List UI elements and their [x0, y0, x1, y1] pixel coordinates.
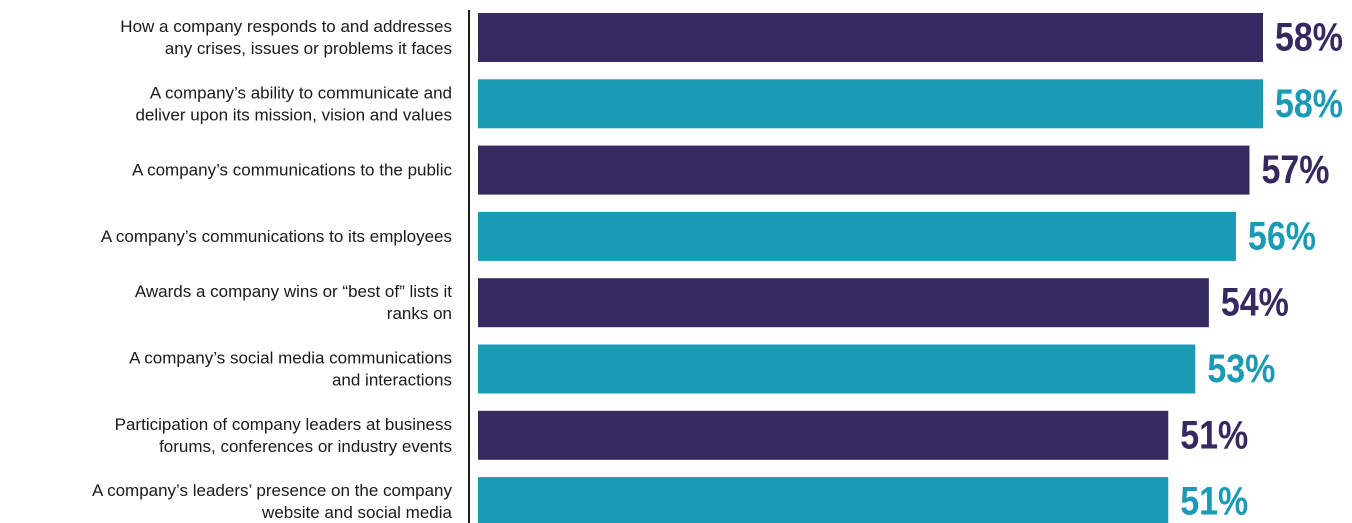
bar-7 — [478, 410, 1169, 460]
category-label-line: A company’s leaders’ presence on the com… — [92, 481, 453, 500]
category-label-line: Participation of company leaders at busi… — [115, 415, 452, 434]
value-labels: 58% 58% 57% 56% 54% 53% 51% 51% — [1180, 16, 1343, 523]
category-label-line: A company’s ability to communicate and — [150, 83, 452, 102]
category-label-2: A company’s ability to communicate and de… — [135, 83, 452, 124]
category-label-line: deliver upon its mission, vision and val… — [135, 105, 452, 124]
category-label-7: Participation of company leaders at busi… — [115, 415, 452, 456]
bar-6 — [478, 344, 1196, 394]
value-label-3: 57% — [1261, 148, 1329, 192]
value-label-7: 51% — [1180, 413, 1248, 457]
bar-4 — [478, 211, 1236, 261]
category-label-1: How a company responds to and addresses a… — [120, 17, 452, 58]
bars — [478, 13, 1263, 523]
bar-8 — [478, 477, 1169, 523]
category-label-4: A company’s communications to its employ… — [101, 227, 452, 246]
category-labels: How a company responds to and addresses a… — [92, 17, 453, 522]
category-label-3: A company’s communications to the public — [132, 161, 453, 180]
bar-3 — [478, 145, 1250, 195]
category-label-line: and interactions — [332, 371, 452, 390]
value-label-6: 53% — [1207, 347, 1275, 391]
bar-5 — [478, 278, 1209, 328]
category-label-8: A company’s leaders’ presence on the com… — [92, 481, 453, 522]
category-label-line: ranks on — [387, 304, 452, 323]
value-label-2: 58% — [1275, 82, 1343, 126]
category-label-line: A company’s social media communications — [129, 349, 452, 368]
category-label-line: A company’s communications to its employ… — [101, 227, 452, 246]
category-label-line: How a company responds to and addresses — [120, 17, 452, 36]
value-label-8: 51% — [1180, 480, 1248, 523]
value-label-5: 54% — [1221, 281, 1289, 325]
category-label-6: A company’s social media communications a… — [129, 349, 452, 390]
category-label-5: Awards a company wins or “best of” lists… — [135, 282, 452, 323]
bar-1 — [478, 13, 1263, 62]
value-label-4: 56% — [1248, 214, 1316, 258]
category-label-line: any crises, issues or problems it faces — [165, 39, 452, 58]
value-label-1: 58% — [1275, 16, 1343, 60]
bar-2 — [478, 79, 1263, 129]
category-label-line: website and social media — [261, 503, 452, 522]
category-label-line: A company’s communications to the public — [132, 161, 453, 180]
category-label-line: Awards a company wins or “best of” lists… — [135, 282, 452, 301]
category-label-line: forums, conferences or industry events — [159, 437, 452, 456]
